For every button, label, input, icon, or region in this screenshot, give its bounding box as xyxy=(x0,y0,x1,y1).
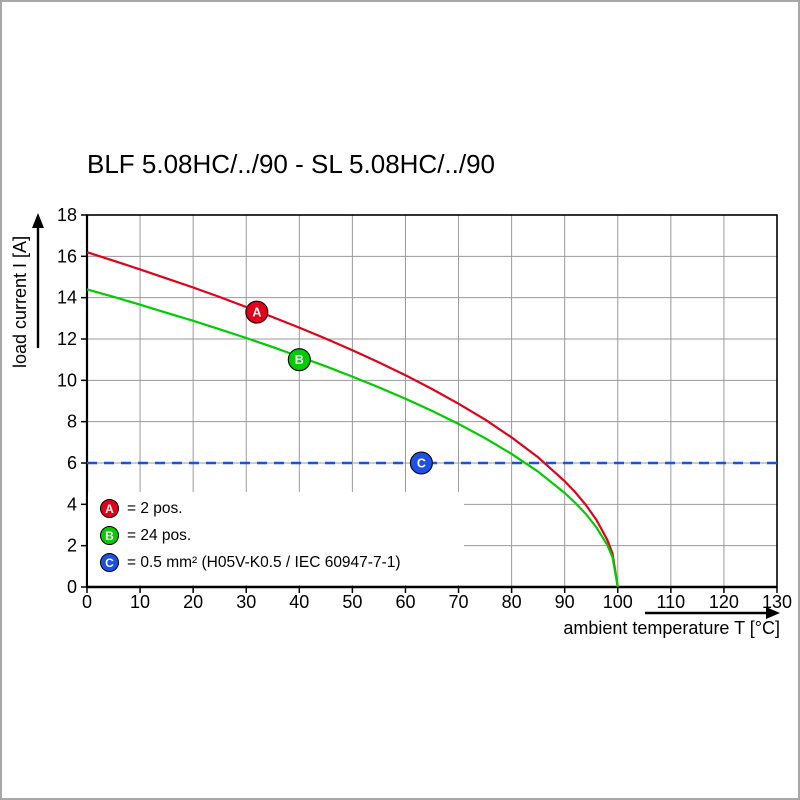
y-tick-label: 4 xyxy=(67,494,77,514)
legend: A = 2 pos. B = 24 pos. C = 0.5 mm² (H05V… xyxy=(88,492,464,585)
marker-a-letter: A xyxy=(252,306,261,320)
series-a-badge: A xyxy=(100,499,119,518)
x-tick-label: 130 xyxy=(762,592,792,612)
y-tick-label: 6 xyxy=(67,453,77,473)
marker-a xyxy=(245,300,269,324)
series-b-curve xyxy=(86,288,619,588)
x-tick-label: 120 xyxy=(709,592,739,612)
x-tick-label: 100 xyxy=(603,592,633,612)
y-tick-label: 10 xyxy=(57,370,77,390)
y-axis-label: load current I [A] xyxy=(10,235,30,368)
x-tick-label: 70 xyxy=(449,592,469,612)
chart-title: BLF 5.08HC/../90 - SL 5.08HC/../90 xyxy=(87,149,496,179)
legend-label-b: = 24 pos. xyxy=(127,526,192,544)
marker-c xyxy=(409,451,433,475)
y-tick-label: 2 xyxy=(67,536,77,556)
series-b-badge: B xyxy=(100,526,119,545)
y-axis-arrow-head xyxy=(32,213,44,228)
x-tick-label: 80 xyxy=(502,592,522,612)
legend-item-a: A = 2 pos. xyxy=(100,499,464,518)
legend-label-c: = 0.5 mm² (H05V-K0.5 / IEC 60947-7-1) xyxy=(127,553,401,571)
x-axis-label: ambient temperature T [°C] xyxy=(563,618,780,638)
marker-b-letter: B xyxy=(295,353,304,367)
y-tick-label: 8 xyxy=(67,412,77,432)
series-c-badge: C xyxy=(100,553,119,572)
x-tick-label: 110 xyxy=(656,592,685,612)
x-tick-label: 20 xyxy=(183,592,203,612)
x-tick-label: 30 xyxy=(236,592,256,612)
x-tick-label: 0 xyxy=(82,592,92,612)
series-a-curve xyxy=(86,251,619,588)
y-tick-label: 18 xyxy=(57,205,77,225)
x-axis-arrow-head xyxy=(766,607,780,619)
x-tick-label: 60 xyxy=(395,592,415,612)
marker-b xyxy=(287,348,311,372)
legend-item-b: B = 24 pos. xyxy=(100,526,464,545)
legend-label-a: = 2 pos. xyxy=(127,499,183,517)
y-tick-label: 14 xyxy=(57,288,77,308)
y-tick-label: 0 xyxy=(67,577,77,597)
marker-c-letter: C xyxy=(417,457,426,471)
x-tick-label: 90 xyxy=(555,592,575,612)
y-tick-label: 16 xyxy=(57,246,77,266)
x-tick-label: 50 xyxy=(342,592,362,612)
x-tick-label: 10 xyxy=(130,592,150,612)
x-tick-label: 40 xyxy=(289,592,309,612)
y-tick-label: 12 xyxy=(57,329,77,349)
legend-item-c: C = 0.5 mm² (H05V-K0.5 / IEC 60947-7-1) xyxy=(100,553,464,572)
